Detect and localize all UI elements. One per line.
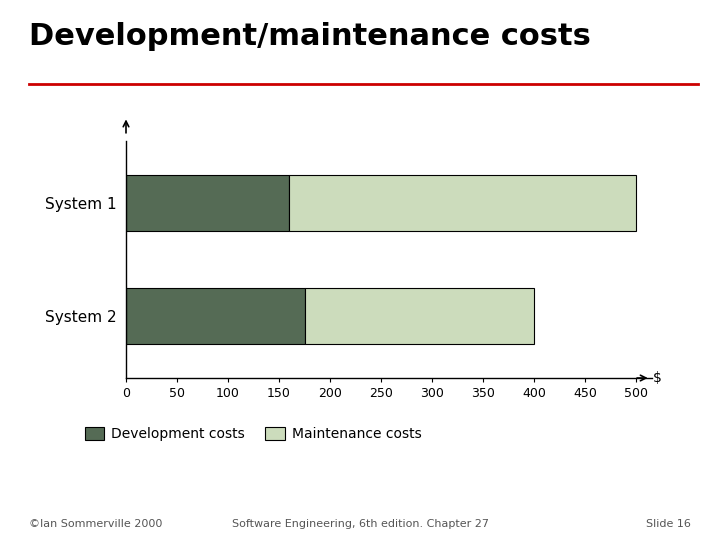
Legend: Development costs, Maintenance costs: Development costs, Maintenance costs <box>79 422 427 447</box>
Bar <box>126 288 305 344</box>
Text: Development/maintenance costs: Development/maintenance costs <box>29 22 590 51</box>
Bar <box>126 175 289 232</box>
Text: Software Engineering, 6th edition. Chapter 27: Software Engineering, 6th edition. Chapt… <box>232 519 488 529</box>
Text: $: $ <box>652 371 662 385</box>
Bar <box>289 175 636 232</box>
Text: ©Ian Sommerville 2000: ©Ian Sommerville 2000 <box>29 519 162 529</box>
Bar <box>305 288 534 344</box>
Text: Slide 16: Slide 16 <box>647 519 691 529</box>
